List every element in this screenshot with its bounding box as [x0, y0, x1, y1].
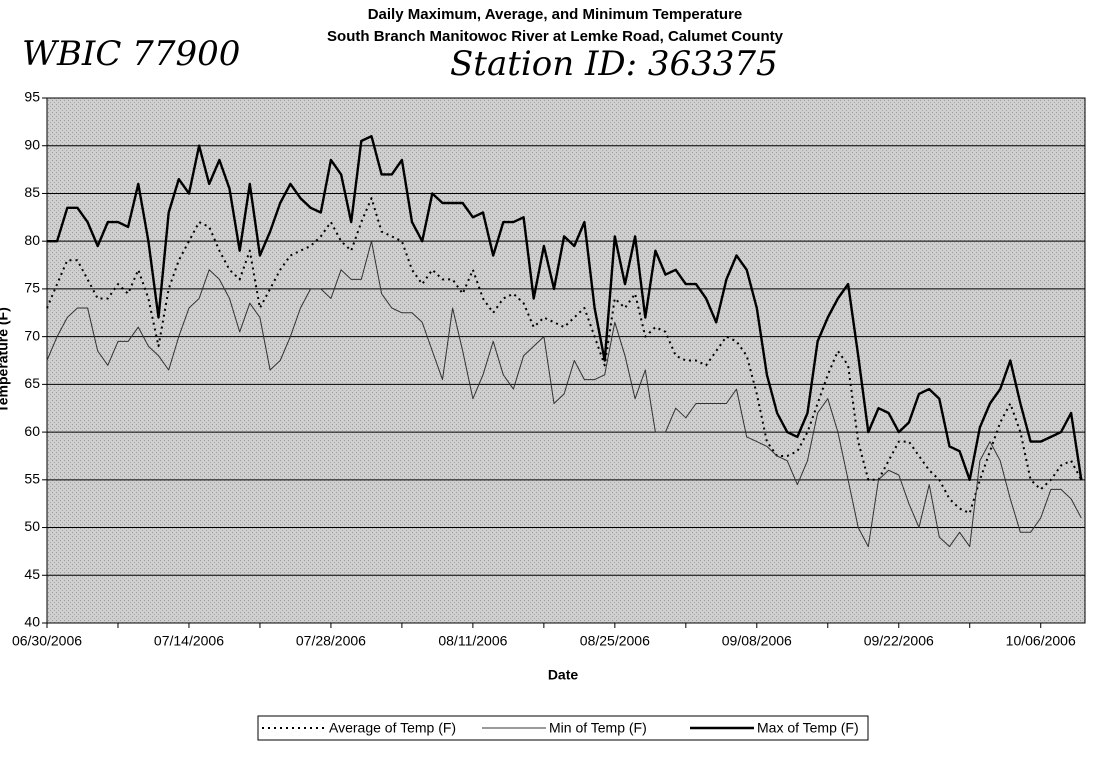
y-tick-label: 75	[24, 280, 40, 296]
x-tick-label: 09/22/2006	[864, 633, 934, 649]
series-line	[46, 240, 1082, 548]
y-tick-label: 80	[24, 232, 40, 248]
x-tick-label: 08/25/2006	[580, 633, 650, 649]
y-axis-label: Temperature (F)	[0, 307, 11, 413]
plot	[46, 97, 1085, 624]
handwritten-note: Station ID: 363375	[450, 44, 778, 84]
y-tick-label: 95	[24, 89, 40, 105]
legend-label: Min of Temp (F)	[549, 720, 647, 736]
y-tick-label: 70	[24, 327, 40, 343]
y-tick-label: 45	[24, 566, 40, 582]
y-tick-label: 60	[24, 423, 40, 439]
x-tick-label: 10/06/2006	[1006, 633, 1076, 649]
x-tick-label: 06/30/2006	[12, 633, 82, 649]
y-tick-label: 65	[24, 375, 40, 391]
x-tick-label: 07/14/2006	[154, 633, 224, 649]
plot-area	[46, 97, 1086, 624]
legend-label: Max of Temp (F)	[757, 720, 859, 736]
x-tick-label: 09/08/2006	[722, 633, 792, 649]
legend-box	[257, 715, 869, 741]
y-tick-label: 40	[24, 614, 40, 630]
x-tick-label: 07/28/2006	[296, 633, 366, 649]
x-tick-label: 08/11/2006	[438, 633, 507, 649]
series-line	[46, 197, 1083, 515]
series-line	[47, 135, 1083, 481]
legend-label: Average of Temp (F)	[329, 720, 456, 736]
handwritten-note: WBIC 77900	[22, 34, 240, 74]
y-tick-label: 85	[24, 184, 40, 200]
x-axis-label: Date	[548, 667, 579, 683]
y-tick-label: 55	[24, 471, 40, 487]
y-tick-label: 90	[24, 136, 40, 152]
y-tick-label: 50	[24, 518, 40, 534]
chart-subtitle: South Branch Manitowoc River at Lemke Ro…	[327, 28, 784, 45]
chart-title: Daily Maximum, Average, and Minimum Temp…	[368, 6, 743, 23]
